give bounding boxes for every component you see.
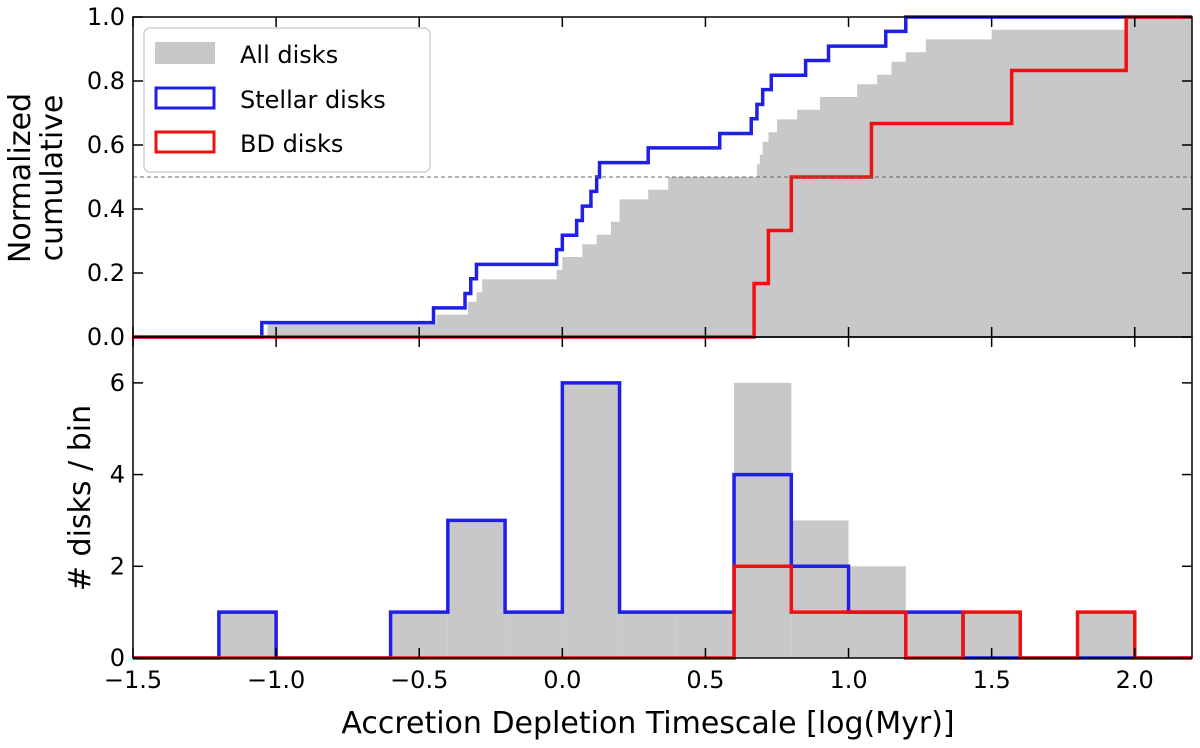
bottom-y-tick-label: 4 bbox=[110, 461, 125, 489]
legend-swatch-all bbox=[155, 42, 215, 64]
hist-bar-all-6 bbox=[562, 382, 620, 658]
x-tick-label: 2.0 bbox=[1116, 666, 1154, 694]
legend-swatch-stellar bbox=[154, 86, 216, 110]
cumulative-all-disks bbox=[133, 17, 1192, 337]
top-panel: Normalized cumulative bbox=[3, 93, 70, 263]
legend-label-stellar: Stellar disks bbox=[240, 86, 386, 114]
legend-label-bd: BD disks bbox=[240, 130, 343, 158]
hist-bar-all-4 bbox=[447, 520, 506, 658]
legend-swatch-bd bbox=[154, 130, 216, 154]
top-y-tick-label: 1.0 bbox=[87, 3, 125, 31]
top-y-tick-label: 0.0 bbox=[87, 323, 125, 351]
hist-bar-all-10 bbox=[791, 520, 849, 658]
bottom-y-tick-label: 6 bbox=[110, 369, 125, 397]
x-tick-label: 0.5 bbox=[686, 666, 724, 694]
top-ylabel-line2: cumulative bbox=[35, 95, 70, 262]
top-ylabel-line1: Normalized bbox=[3, 93, 38, 263]
x-tick-label: 1.5 bbox=[973, 666, 1011, 694]
top-y-tick-label: 0.6 bbox=[87, 131, 125, 159]
top-y-tick-label: 0.4 bbox=[87, 195, 125, 223]
hist-bar-all-5 bbox=[505, 612, 563, 658]
bottom-ylabel: # disks / bin bbox=[63, 405, 98, 591]
bottom-y-tick-label: 0 bbox=[110, 644, 125, 672]
x-tick-label: −0.5 bbox=[390, 666, 448, 694]
hist-bar-all-12 bbox=[905, 612, 964, 658]
bottom-panel: # disks / bin Accretion Depletion Timesc… bbox=[63, 405, 955, 741]
legend-label-all: All disks bbox=[240, 41, 338, 69]
hist-bar-all-9 bbox=[734, 382, 792, 658]
x-tick-label: 1.0 bbox=[829, 666, 867, 694]
x-axis-label: Accretion Depletion Timescale [log(Myr)] bbox=[341, 706, 954, 741]
top-y-tick-label: 0.8 bbox=[87, 67, 125, 95]
bottom-y-tick-label: 2 bbox=[110, 552, 125, 580]
hist-bar-all-0 bbox=[218, 612, 277, 658]
x-tick-label: 0.0 bbox=[543, 666, 581, 694]
hist-bar-all-7 bbox=[619, 612, 677, 658]
bottom-axes-frame bbox=[132, 336, 1193, 659]
x-tick-label: −1.0 bbox=[247, 666, 305, 694]
top-y-tick-label: 0.2 bbox=[87, 259, 125, 287]
cumulative-bd-disks bbox=[133, 15, 1192, 339]
x-tick-label: −1.5 bbox=[104, 666, 162, 694]
hist-bar-all-15 bbox=[1077, 612, 1135, 658]
legend: All disks Stellar disks BD disks bbox=[143, 27, 431, 173]
